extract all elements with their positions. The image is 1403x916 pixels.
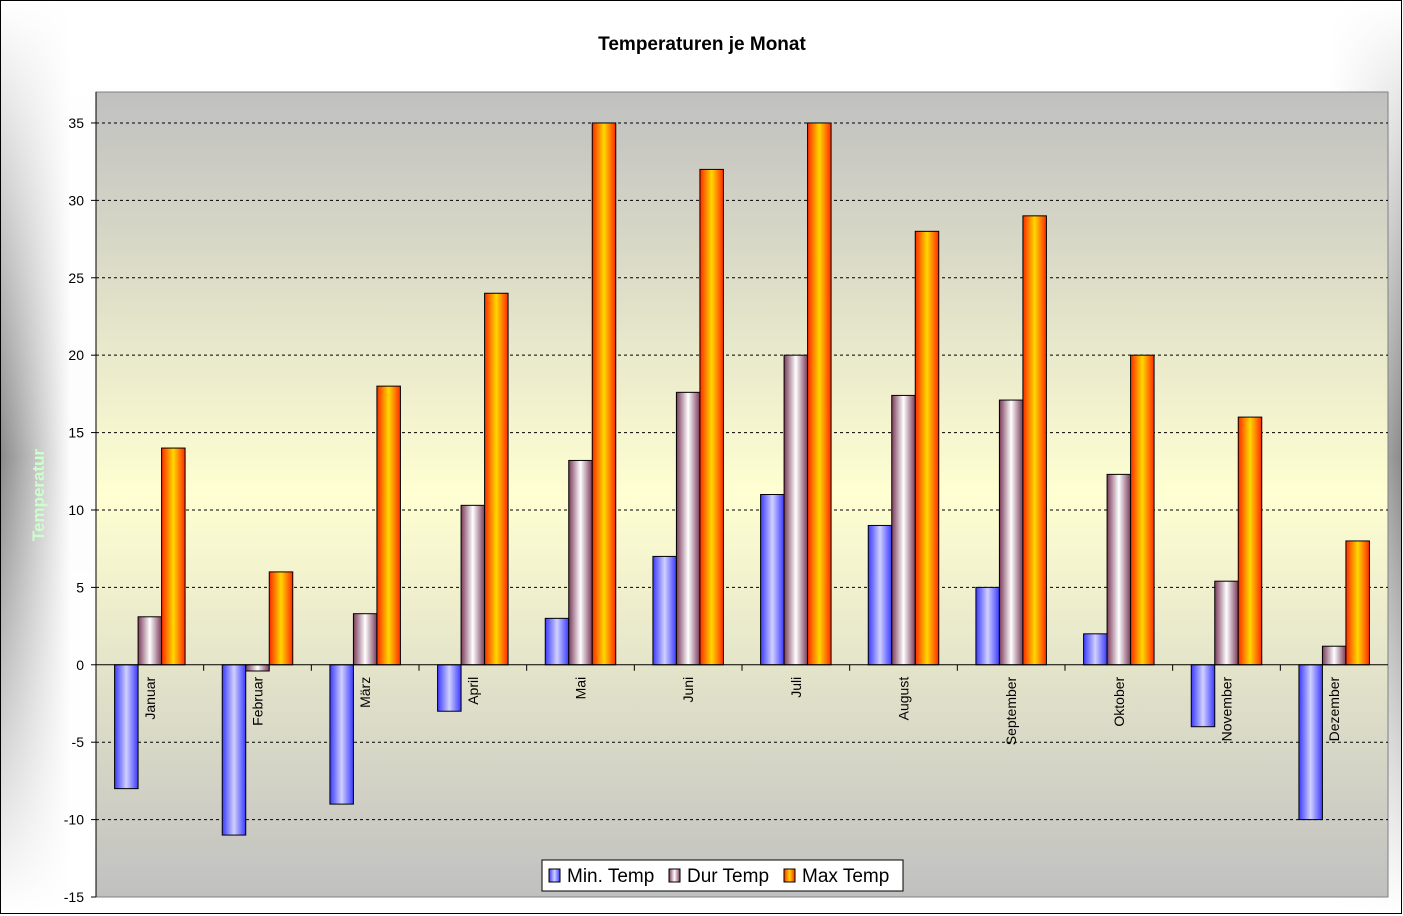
bar-max-temp-juli [807,122,832,666]
legend-swatch-0 [548,868,561,883]
bar-max-temp-august [914,230,940,666]
bar-max-temp-september [1022,215,1047,666]
bar-max-temp-januar [161,447,186,666]
bar-max-temp-dezember [1345,540,1370,666]
x-tick-label: Dezember [1326,676,1342,741]
legend-label: Dur Temp [687,866,769,887]
legend-swatch-2 [783,868,796,883]
bar-max-temp-oktober [1130,354,1155,666]
x-tick-label: Mai [573,677,589,700]
bar-max-temp-mai [591,122,617,666]
y-tick-label: 15 [68,425,84,441]
y-tick-label: 0 [76,657,84,673]
bar-min-temp-september [975,586,1000,666]
bar-max-temp-april [484,292,509,666]
bar-min-temp-märz [329,664,354,805]
x-tick-label: Juni [680,677,696,703]
plot-area [95,91,1389,898]
y-tick-label: 35 [68,115,84,131]
bar-min-temp-januar [114,664,139,790]
bar-dur-temp-februar [245,664,270,672]
bar-min-temp-november [1190,664,1216,728]
legend-swatch-1 [668,868,681,883]
bar-min-temp-april [437,664,462,712]
x-tick-label: Februar [250,676,266,725]
bar-min-temp-juni [652,555,677,666]
bar-dur-temp-märz [352,613,378,666]
legend-label: Min. Temp [567,866,654,887]
y-tick-label: -15 [64,889,84,905]
bar-max-temp-märz [376,385,401,666]
bar-dur-temp-juli [783,354,809,666]
y-tick-label: 20 [68,347,84,363]
bar-dur-temp-september [998,399,1024,666]
legend: Min. Temp Dur Temp Max Temp [541,859,904,892]
y-tick-label: 30 [68,192,84,208]
bar-dur-temp-dezember [1321,645,1347,666]
x-tick-label: April [465,677,481,705]
legend-label: Max Temp [802,866,889,887]
y-tick-label: -5 [72,734,85,750]
bar-dur-temp-november [1214,580,1239,666]
bar-min-temp-mai [544,617,570,666]
x-tick-label: November [1219,676,1235,741]
y-tick-label: -10 [64,812,84,828]
bar-min-temp-oktober [1083,633,1108,666]
bar-min-temp-februar [221,664,247,836]
x-tick-label: August [896,677,912,721]
bar-min-temp-august [867,524,893,666]
x-tick-label: Oktober [1111,676,1127,726]
bar-dur-temp-august [891,394,916,666]
bar-dur-temp-oktober [1106,473,1132,666]
bar-dur-temp-april [460,504,486,666]
x-tick-label: März [357,677,373,708]
bar-dur-temp-januar [137,616,163,666]
bar-max-temp-juni [699,168,724,666]
y-tick-label: 5 [76,579,84,595]
x-tick-label: Januar [142,676,158,719]
y-tick-label: 25 [68,270,84,286]
bar-min-temp-dezember [1298,664,1323,821]
bar-dur-temp-mai [568,459,593,666]
bar-max-temp-november [1237,416,1263,666]
chart-title: Temperaturen je Monat [598,34,806,55]
bar-min-temp-juli [760,494,785,666]
x-tick-label: September [1003,676,1019,745]
x-tick-label: Juli [788,677,804,698]
bar-max-temp-februar [268,571,294,666]
bar-dur-temp-juni [675,391,701,666]
y-axis-label: Temperatur [29,448,48,541]
y-tick-label: 10 [68,502,84,518]
